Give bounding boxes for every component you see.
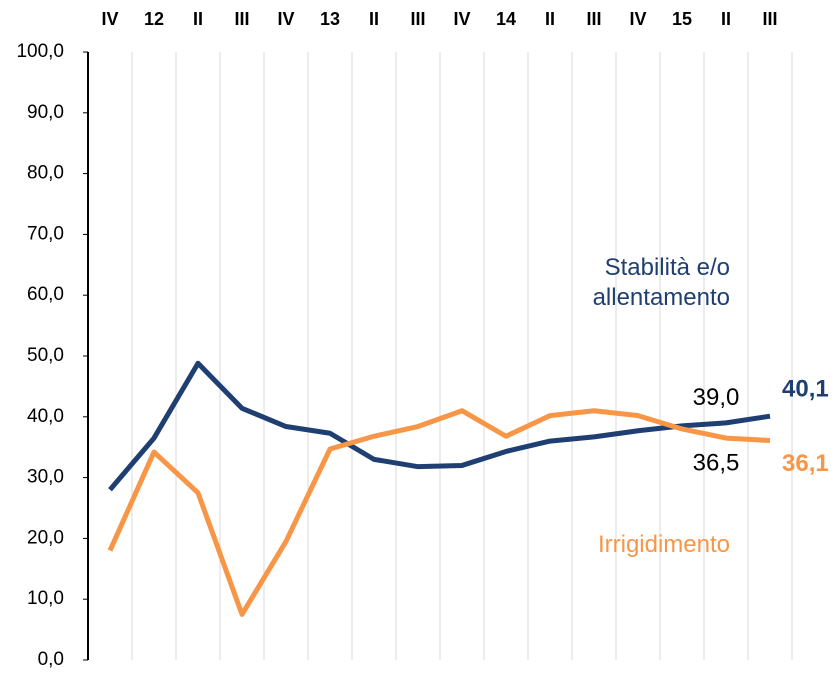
data-label: 39,0 [693, 384, 740, 411]
x-tick-label: IV [453, 9, 470, 29]
x-tick-label: IV [629, 9, 646, 29]
line-series [108, 360, 771, 492]
y-tick-label: 20,0 [27, 527, 64, 548]
y-tick-label: 100,0 [16, 41, 64, 62]
x-tick-label: III [410, 9, 425, 29]
x-tick-label: II [721, 9, 731, 29]
data-label: 40,1 [782, 376, 829, 403]
data-label: 36,1 [782, 450, 829, 477]
y-tick-label: 0,0 [38, 649, 64, 670]
y-tick-label: 80,0 [27, 163, 64, 184]
y-tick-label: 10,0 [27, 588, 64, 609]
series-label: Irrigidimento [597, 531, 730, 558]
y-tick-label: 30,0 [27, 467, 64, 488]
series-label: Stabilità e/o allentamento [592, 254, 730, 311]
x-tick-label: III [762, 9, 777, 29]
x-tick-label: III [234, 9, 249, 29]
x-tick-label: 13 [320, 9, 340, 29]
x-tick-label: 12 [144, 9, 164, 29]
x-tick-label: IV [277, 9, 294, 29]
line-series [107, 408, 771, 617]
y-tick-label: 40,0 [27, 406, 64, 427]
y-tick-label: 90,0 [27, 102, 64, 123]
y-tick-label: 70,0 [27, 223, 64, 244]
y-tick-label: 50,0 [27, 345, 64, 366]
x-tick-label: II [369, 9, 379, 29]
x-tick-label: IV [101, 9, 118, 29]
x-tick-label: II [545, 9, 555, 29]
data-label: 36,5 [693, 449, 740, 476]
x-tick-label: 14 [496, 9, 516, 29]
x-tick-label: 15 [672, 9, 692, 29]
y-tick-label: 60,0 [27, 284, 64, 305]
x-tick-label: III [586, 9, 601, 29]
x-tick-label: II [193, 9, 203, 29]
